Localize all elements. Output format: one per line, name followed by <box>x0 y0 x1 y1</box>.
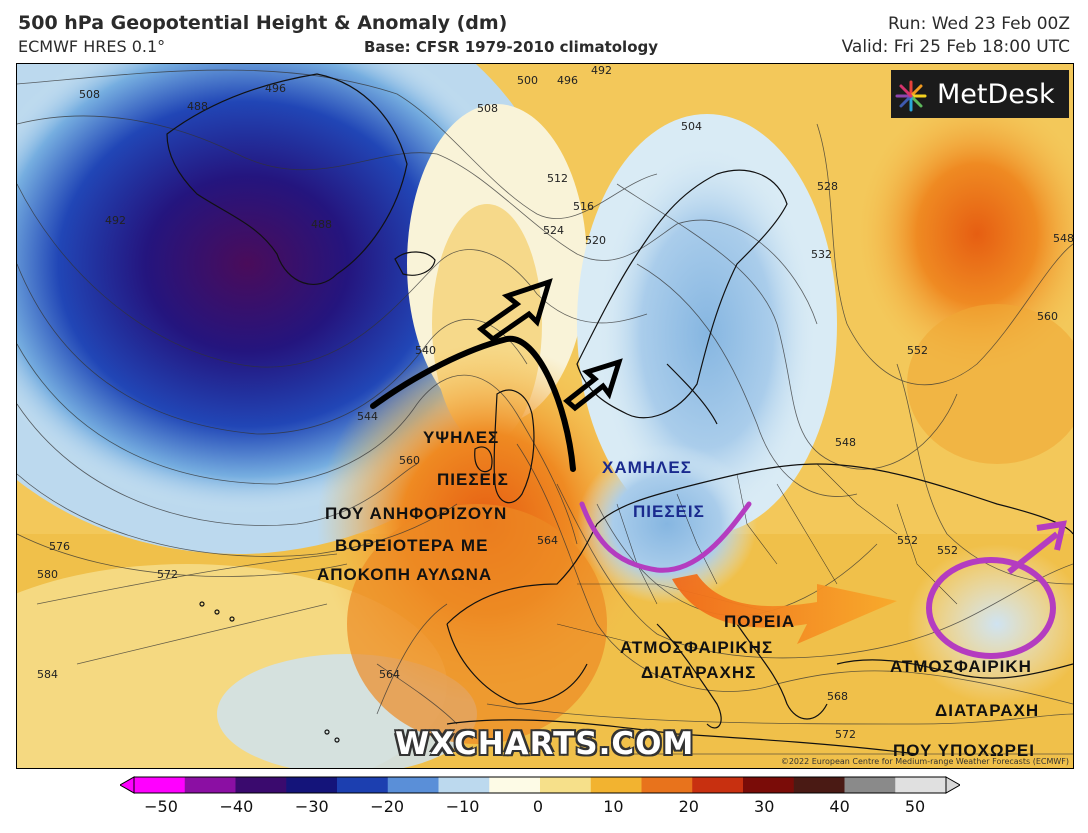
anomaly-colorbar <box>120 776 960 794</box>
annotation-path-3: ΔΙΑΤΑΡΑΧΗΣ <box>641 663 757 682</box>
contour-labels: 508 488 496 500 496 492 508 504 512 516 524 520 528 5… <box>37 64 1073 741</box>
colorbar-max-arrow <box>945 776 960 794</box>
colorbar-segment <box>844 777 896 793</box>
contour-label: 488 <box>187 100 208 113</box>
copyright-notice: ©2022 European Centre for Medium-range W… <box>780 757 1069 766</box>
contour-label: 540 <box>415 344 436 357</box>
colorbar-tick-label: −40 <box>219 797 254 816</box>
contour-label: 520 <box>585 234 606 247</box>
colorbar-segment <box>387 777 439 793</box>
colorbar-tick-label: 30 <box>754 797 775 816</box>
contour-label: 568 <box>827 690 848 703</box>
metdesk-logo: MetDesk <box>891 70 1069 118</box>
wxcharts-watermark: WXCHARTS.COM <box>395 726 695 762</box>
colorbar-tick-label: 10 <box>603 797 624 816</box>
model-label: ECMWF HRES 0.1° <box>18 37 166 56</box>
annotation-low-1: ΧΑΜΗΛΕΣ <box>602 458 692 477</box>
contour-label: 500 <box>517 74 538 87</box>
outline-arrow-small-icon <box>563 358 623 412</box>
contour-label: 580 <box>37 568 58 581</box>
color-burst-icon <box>895 80 927 112</box>
contour-label: 548 <box>1053 232 1073 245</box>
colorbar-segment <box>134 777 186 793</box>
annotation-path-2: ΑΤΜΟΣΦΑΙΡΙΚΗΣ <box>620 638 774 657</box>
contour-label: 512 <box>547 172 568 185</box>
colorbar-tick-label: 20 <box>678 797 699 816</box>
run-time: Run: Wed 23 Feb 00Z <box>887 14 1070 34</box>
contour-label: 552 <box>907 344 928 357</box>
annotation-high-4: ΒΟΡΕΙΟΤΕΡΑ ΜΕ <box>335 536 489 555</box>
outline-arrow-large-icon <box>476 278 553 343</box>
northward-flow-arrow <box>370 335 576 472</box>
chart-title: 500 hPa Geopotential Height & Anomaly (d… <box>18 12 508 34</box>
contour-label: 508 <box>477 102 498 115</box>
colorbar-segment <box>184 777 236 793</box>
logo-text: MetDesk <box>937 78 1055 110</box>
contour-label: 492 <box>591 64 612 77</box>
colorbar-segment <box>895 777 947 793</box>
colorbar-segment <box>641 777 693 793</box>
annotation-low-2: ΠΙΕΣΕΙΣ <box>633 502 705 521</box>
contour-label: 584 <box>37 668 58 681</box>
colorbar-segment <box>235 777 287 793</box>
map-canvas: 508 488 496 500 496 492 508 504 512 516 524 520 528 5… <box>17 64 1073 768</box>
colorbar-segment <box>489 777 541 793</box>
contour-label: 560 <box>399 454 420 467</box>
trough-curve <box>579 501 752 573</box>
colorbar-tick-label: 50 <box>904 797 926 816</box>
annotation-disturbance-3: ΠΟΥ ΥΠΟΧΩΡΕΙ <box>893 741 1035 760</box>
colorbar-tick-label: 40 <box>829 797 850 816</box>
contour-label: 548 <box>835 436 856 449</box>
colorbar-segment <box>286 777 338 793</box>
contour-label: 576 <box>49 540 70 553</box>
base-climatology: Base: CFSR 1979-2010 climatology <box>364 38 659 56</box>
colorbar-tick-label: −30 <box>294 797 329 816</box>
contour-label: 524 <box>543 224 564 237</box>
contour-label: 560 <box>1037 310 1058 323</box>
contour-label: 544 <box>357 410 378 423</box>
contour-label: 488 <box>311 218 332 231</box>
colorbar-tick-label: −10 <box>445 797 480 816</box>
disturbance-path-arrow <box>672 574 897 644</box>
retreating-disturbance-symbol <box>926 520 1067 659</box>
annotation-high-2: ΠΙΕΣΕΙΣ <box>437 470 509 489</box>
colorbar-segment <box>743 777 795 793</box>
contour-label: 496 <box>557 74 578 87</box>
contour-label: 552 <box>937 544 958 557</box>
colorbar-segment <box>337 777 389 793</box>
annotation-path-1: ΠΟΡΕΙΑ <box>724 612 796 631</box>
contour-label: 504 <box>681 120 702 133</box>
contour-label: 496 <box>265 82 286 95</box>
colorbar-segment <box>692 777 744 793</box>
annotation-disturbance-2: ΔΙΑΤΑΡΑΧΗ <box>935 701 1040 720</box>
colorbar-segment <box>793 777 845 793</box>
contour-label: 572 <box>835 728 856 741</box>
colorbar-tick-label: −20 <box>370 797 405 816</box>
colorbar-tick-label: −50 <box>144 797 178 816</box>
colorbar-min-arrow <box>120 776 135 794</box>
annotation-high-3: ΠΟΥ ΑΝΗΦΟΡΙΖΟΥΝ <box>325 504 508 523</box>
annotation-high-5: ΑΠΟΚΟΠΗ ΑΥΛΩΝΑ <box>317 565 493 584</box>
contour-label: 508 <box>79 88 100 101</box>
contour-label: 528 <box>817 180 838 193</box>
anomaly-map: 508 488 496 500 496 492 508 504 512 516 524 520 528 5… <box>16 63 1074 769</box>
contour-label: 492 <box>105 214 126 227</box>
colorbar-segment <box>540 777 592 793</box>
contour-label: 532 <box>811 248 832 261</box>
contour-label: 516 <box>573 200 594 213</box>
colorbar-tick-label: 0 <box>532 797 544 816</box>
valid-time: Valid: Fri 25 Feb 18:00 UTC <box>841 37 1070 57</box>
colorbar-segment <box>590 777 642 793</box>
colorbar-segment <box>438 777 490 793</box>
annotation-high-1: ΥΨΗΛΕΣ <box>423 428 500 447</box>
contour-label: 564 <box>379 668 400 681</box>
contour-label: 564 <box>537 534 558 547</box>
contour-label: 572 <box>157 568 178 581</box>
annotation-disturbance-1: ΑΤΜΟΣΦΑΙΡΙΚΗ <box>890 657 1032 676</box>
contour-label: 552 <box>897 534 918 547</box>
